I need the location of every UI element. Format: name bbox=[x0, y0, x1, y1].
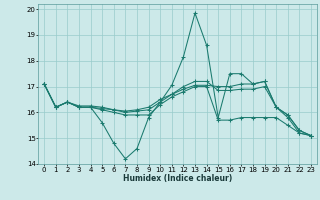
X-axis label: Humidex (Indice chaleur): Humidex (Indice chaleur) bbox=[123, 174, 232, 183]
